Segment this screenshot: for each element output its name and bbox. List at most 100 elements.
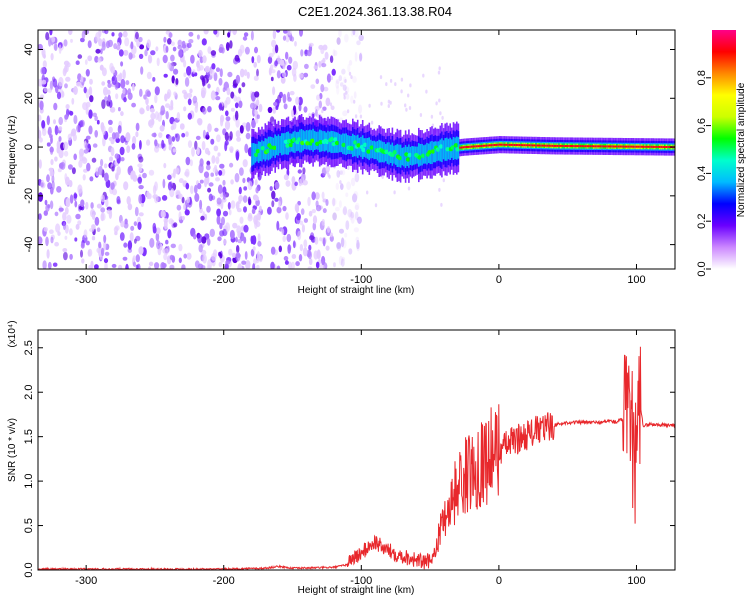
noise-speck	[245, 122, 251, 132]
noise-speck	[78, 120, 84, 128]
noise-speck	[38, 192, 44, 202]
signal-peak-cell	[621, 145, 623, 148]
noise-speck	[119, 146, 125, 156]
noise-speck	[437, 70, 441, 75]
noise-speck	[50, 159, 54, 166]
noise-speck	[236, 245, 240, 253]
noise-speck	[301, 224, 305, 233]
noise-speck	[310, 84, 316, 89]
noise-speck	[64, 207, 69, 215]
noise-speck	[187, 140, 193, 149]
signal-peak-cell	[626, 145, 628, 148]
noise-speck	[133, 221, 138, 227]
signal-dot	[254, 152, 259, 157]
noise-speck	[92, 143, 98, 148]
noise-speck	[274, 181, 280, 190]
noise-speck	[210, 50, 217, 56]
noise-speck	[215, 177, 220, 182]
x-tick-label: -300	[75, 575, 97, 587]
noise-speck	[88, 109, 93, 119]
noise-speck	[235, 130, 241, 138]
noise-speck	[329, 102, 333, 107]
noise-speck	[323, 86, 329, 92]
noise-speck	[185, 156, 191, 166]
noise-speck	[71, 97, 75, 105]
noise-speck	[253, 75, 259, 81]
noise-speck	[339, 180, 342, 185]
noise-speck	[131, 102, 137, 108]
signal-dot	[404, 152, 409, 157]
noise-speck	[325, 164, 331, 173]
noise-speck	[218, 170, 223, 176]
noise-speck	[229, 40, 233, 49]
noise-speck	[98, 241, 102, 249]
noise-speck	[162, 143, 166, 148]
signal-peak-cell	[533, 144, 536, 147]
noise-speck	[187, 98, 192, 106]
signal-band-cell	[264, 138, 267, 162]
noise-speck	[58, 76, 64, 87]
signal-peak-cell	[548, 144, 550, 147]
signal-peak-cell	[530, 144, 532, 147]
noise-speck	[107, 79, 111, 84]
noise-speck	[58, 116, 63, 126]
noise-speck	[103, 163, 108, 169]
noise-speck	[252, 246, 256, 251]
signal-peak-cell	[485, 144, 488, 147]
colorbar-ticks: 0.0 0.2 0.4 0.6 0.8	[696, 70, 711, 277]
noise-speck	[226, 87, 231, 96]
noise-speck	[55, 85, 59, 94]
noise-speck	[135, 122, 140, 132]
signal-dot	[427, 150, 432, 155]
noise-speck	[404, 103, 407, 108]
noise-speck	[119, 232, 125, 241]
noise-speck	[181, 43, 187, 49]
noise-speck	[338, 30, 342, 38]
noise-speck	[72, 133, 77, 142]
noise-speck	[225, 260, 231, 265]
noise-speck	[207, 106, 212, 113]
noise-speck	[38, 129, 42, 139]
noise-speck	[336, 242, 342, 252]
noise-speck	[325, 245, 330, 251]
noise-speck	[354, 202, 360, 211]
noise-speck	[123, 222, 129, 229]
noise-speck	[181, 132, 186, 138]
noise-speck	[177, 45, 183, 50]
signal-dot	[349, 146, 355, 151]
signal-dot	[305, 141, 310, 146]
noise-speck	[211, 252, 217, 261]
signal-peak-cell	[659, 145, 661, 148]
noise-speck	[340, 183, 344, 191]
noise-speck	[195, 102, 199, 109]
noise-speck	[278, 245, 282, 253]
noise-speck	[255, 199, 260, 207]
noise-speck	[216, 134, 221, 143]
noise-speck	[338, 200, 342, 208]
noise-speck	[123, 97, 127, 103]
noise-speck	[217, 152, 221, 157]
noise-speck	[49, 229, 54, 234]
noise-speck	[109, 62, 114, 72]
noise-speck	[254, 91, 260, 98]
noise-speck	[341, 256, 346, 262]
noise-speck	[178, 178, 184, 184]
colorbar-tick-label: 0.4	[696, 166, 708, 181]
signal-band-cell	[411, 146, 413, 166]
noise-speck	[359, 53, 363, 62]
signal-peak-cell	[601, 145, 603, 148]
noise-speck	[287, 97, 292, 102]
noise-speck	[103, 258, 109, 264]
noise-speck	[192, 95, 198, 104]
noise-speck	[75, 213, 81, 220]
signal-band-cell	[347, 135, 349, 154]
noise-speck	[270, 76, 274, 82]
noise-speck	[154, 181, 158, 191]
signal-peak-cell	[546, 144, 549, 147]
signal-dot	[397, 155, 402, 161]
noise-speck	[58, 207, 64, 212]
signal-peak-cell	[558, 144, 560, 147]
noise-speck	[345, 220, 350, 231]
noise-speck	[105, 198, 109, 208]
